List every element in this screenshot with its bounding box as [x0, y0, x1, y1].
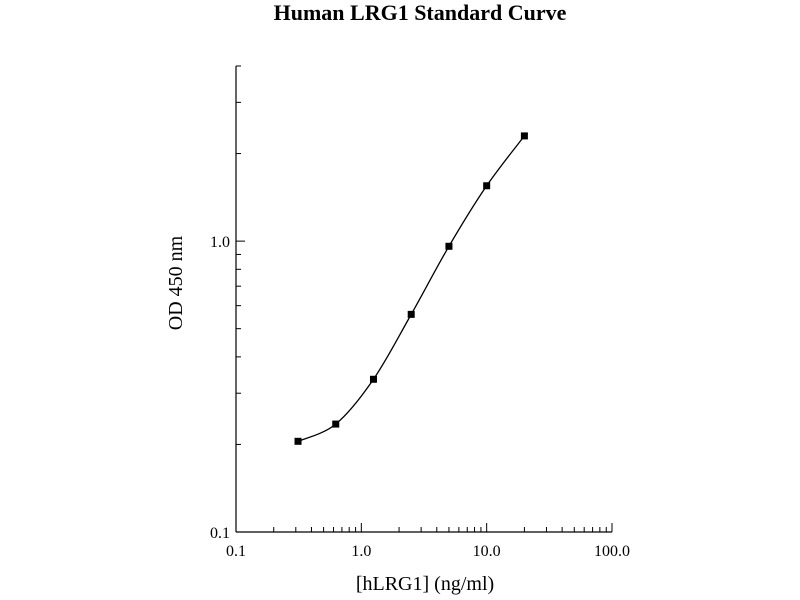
data-point — [483, 182, 491, 190]
data-point — [445, 242, 453, 250]
data-point — [294, 437, 302, 445]
x-tick-labels: 0.1 1.0 10.0 100.0 — [226, 543, 630, 560]
x-axis-label: [hLRG1] (ng/ml) — [356, 573, 494, 595]
y-axis-label: OD 450 nm — [165, 235, 187, 330]
x-tick-label: 0.1 — [226, 543, 246, 560]
x-tick-label: 1.0 — [351, 543, 371, 560]
data-point — [369, 375, 377, 383]
data-point — [520, 132, 528, 140]
axes — [235, 66, 612, 533]
data-points — [294, 132, 528, 445]
x-tick-label: 100.0 — [594, 543, 630, 560]
y-ticks — [236, 65, 245, 533]
data-point — [407, 310, 415, 318]
data-point — [332, 420, 340, 428]
x-ticks — [235, 523, 613, 532]
chart-title: Human LRG1 Standard Curve — [274, 0, 567, 25]
x-tick-label: 10.0 — [473, 543, 501, 560]
y-tick-labels: 0.1 1.0 — [210, 234, 230, 542]
fit-curve — [297, 135, 525, 442]
y-tick-label: 0.1 — [210, 525, 230, 542]
y-tick-label: 1.0 — [210, 234, 230, 251]
